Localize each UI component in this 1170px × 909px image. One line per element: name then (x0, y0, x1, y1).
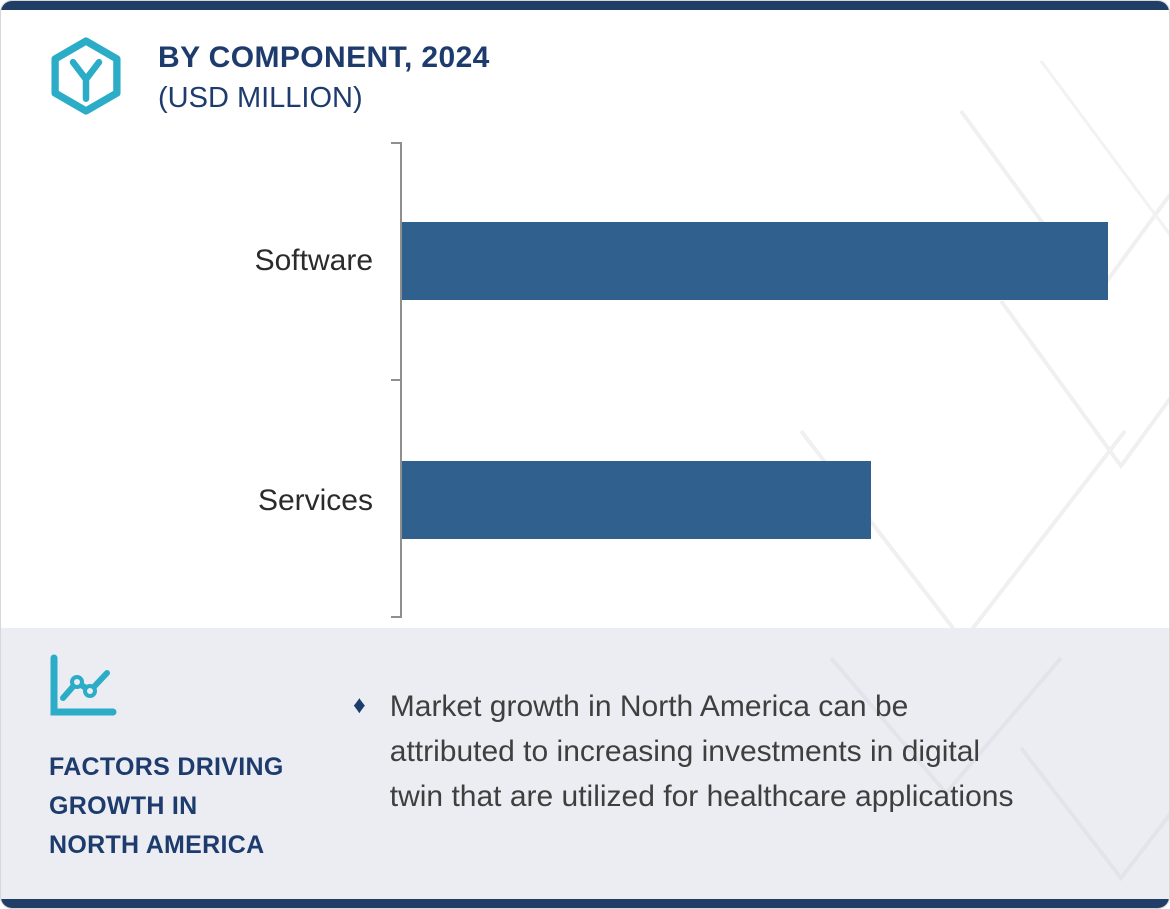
hexagon-y-logo-icon (51, 37, 121, 115)
factor-text-line2: attributed to increasing investments in … (389, 735, 981, 768)
factors-panel: FACTORS DRIVING GROWTH IN NORTH AMERICA … (1, 628, 1169, 901)
axis-tick-top (391, 142, 401, 144)
bar-software (402, 222, 1108, 300)
factor-text-line1: Market growth in North America can be (389, 690, 909, 723)
chart-subtitle: (USD MILLION) (158, 82, 363, 114)
axis-tick-bottom (391, 616, 401, 618)
line-chart-icon (50, 654, 117, 716)
factors-heading-line3: NORTH AMERICA (49, 831, 265, 859)
factor-bullet-text: Market growth in North America can be at… (390, 684, 1150, 819)
diamond-bullet-icon: ♦ (353, 691, 366, 719)
factor-bullet-item: ♦ Market growth in North America can be … (353, 684, 1150, 819)
top-border-bar (1, 1, 1169, 10)
bottom-border-bar (1, 899, 1169, 908)
y-axis-line (400, 142, 402, 618)
factor-text-line3: twin that are utilized for healthcare ap… (389, 780, 1014, 813)
category-label-services: Services (257, 484, 373, 517)
bar-services (402, 461, 872, 539)
chart-title: BY COMPONENT, 2024 (158, 41, 490, 74)
factors-heading-line1: FACTORS DRIVING (49, 753, 284, 781)
axis-tick-middle (391, 379, 401, 381)
factors-heading: FACTORS DRIVING GROWTH IN NORTH AMERICA (49, 748, 284, 865)
category-label-software: Software (254, 244, 373, 277)
factors-heading-line2: GROWTH IN (49, 792, 198, 820)
factors-panel-content: FACTORS DRIVING GROWTH IN NORTH AMERICA … (1, 628, 1169, 901)
chart-title-block: BY COMPONENT, 2024 (USD MILLION) (158, 41, 490, 115)
